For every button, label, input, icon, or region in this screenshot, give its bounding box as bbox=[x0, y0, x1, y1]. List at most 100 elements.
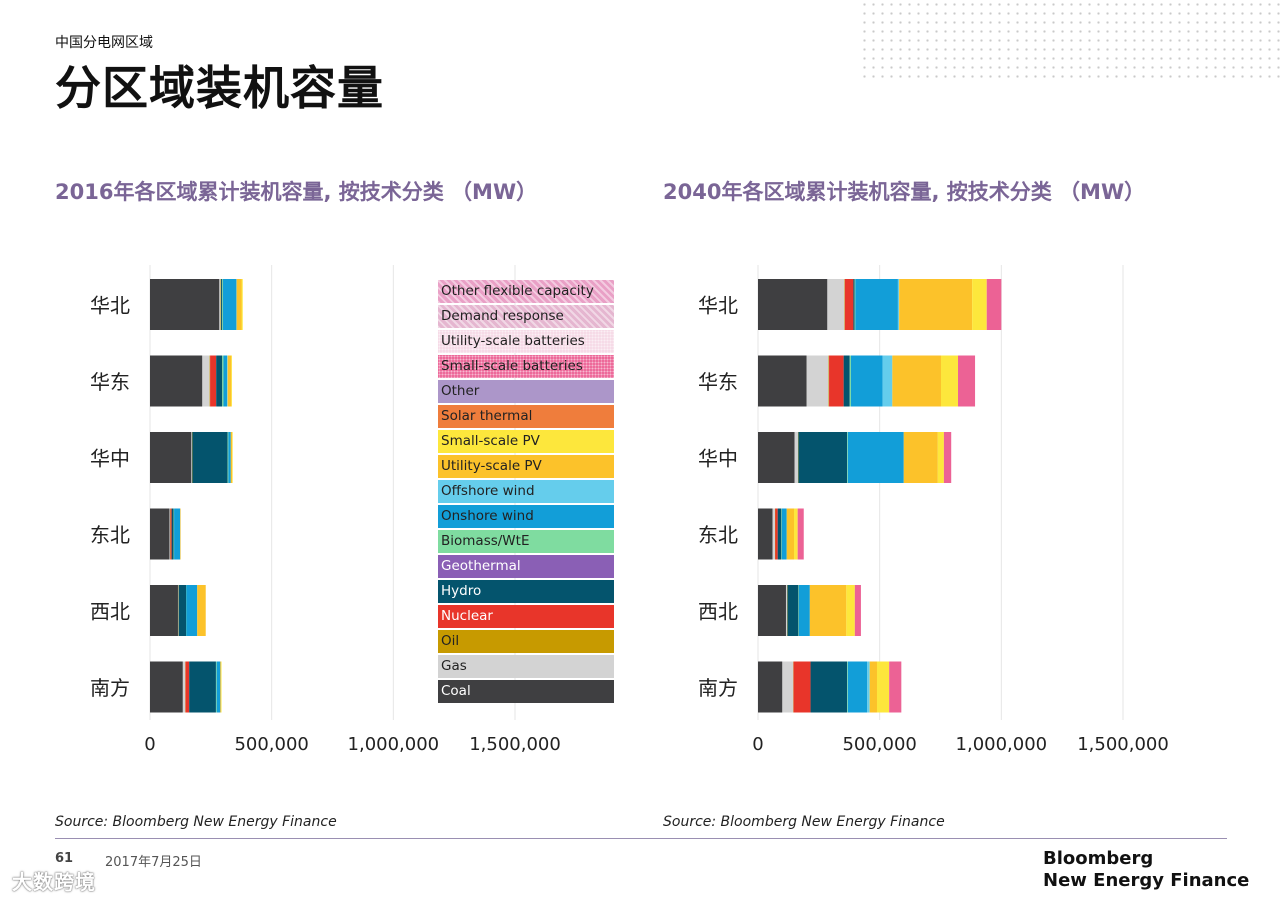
bar-segment bbox=[227, 355, 228, 407]
bar-segment bbox=[223, 279, 237, 330]
bar-segment bbox=[772, 508, 776, 560]
bar-segment bbox=[847, 432, 848, 483]
bar-segment bbox=[781, 508, 782, 560]
bar-segment bbox=[209, 355, 211, 407]
bar-segment bbox=[169, 508, 171, 560]
bar-segment bbox=[794, 432, 799, 483]
x-tick-label: 1,000,000 bbox=[956, 734, 1048, 755]
dot-pattern-decoration bbox=[860, 0, 1280, 80]
bar-segment bbox=[847, 661, 848, 713]
bar-segment bbox=[173, 508, 175, 560]
legend-item: Utility-scale PV bbox=[438, 455, 614, 478]
bar-segment bbox=[232, 432, 233, 483]
bar-segment bbox=[220, 279, 222, 330]
bar-segment bbox=[853, 279, 855, 330]
category-label: 华东 bbox=[90, 370, 130, 394]
bar-segment bbox=[150, 508, 170, 560]
category-label: 华中 bbox=[698, 447, 738, 471]
x-tick-label: 1,000,000 bbox=[348, 734, 440, 755]
bar-segment bbox=[849, 355, 851, 407]
legend-item: Offshore wind bbox=[438, 480, 614, 503]
bar-segment bbox=[222, 355, 224, 407]
legend: Other flexible capacity Demand response Ut… bbox=[438, 280, 614, 705]
bar-segment bbox=[827, 279, 845, 330]
bar-segment bbox=[844, 279, 845, 330]
bar-segment bbox=[216, 355, 223, 407]
bar-segment bbox=[171, 508, 174, 560]
bar-segment bbox=[903, 432, 938, 483]
source-note-right: Source: Bloomberg New Energy Finance bbox=[663, 814, 945, 830]
bar-segment bbox=[221, 661, 222, 713]
chart-title-2016: 2016年各区域累计装机容量, 按技术分类 （MW） bbox=[55, 180, 538, 204]
brand-line1: Bloomberg bbox=[1043, 848, 1154, 869]
bar-segment bbox=[798, 585, 810, 636]
bar-segment bbox=[182, 661, 186, 713]
bar-segment bbox=[150, 355, 203, 407]
bar-segment bbox=[220, 661, 222, 713]
x-tick-label: 1,500,000 bbox=[1077, 734, 1169, 755]
bar-segment bbox=[781, 508, 787, 560]
bar-segment bbox=[210, 355, 217, 407]
source-note-left: Source: Bloomberg New Energy Finance bbox=[55, 814, 337, 830]
bar-segment bbox=[869, 661, 877, 713]
bar-segment bbox=[231, 355, 233, 407]
bar-segment bbox=[794, 508, 798, 560]
legend-item: Coal bbox=[438, 680, 614, 703]
page-title: 分区域装机容量 bbox=[55, 61, 384, 115]
legend-item: Hydro bbox=[438, 580, 614, 603]
x-tick-label: 500,000 bbox=[234, 734, 308, 755]
legend-item: Other bbox=[438, 380, 614, 403]
x-tick-label: 1,500,000 bbox=[469, 734, 561, 755]
legend-item: Onshore wind bbox=[438, 505, 614, 528]
bar-segment bbox=[758, 661, 783, 713]
bar-segment bbox=[828, 355, 830, 407]
bar-segment bbox=[786, 508, 795, 560]
bar-segment bbox=[892, 355, 941, 407]
bar-segment bbox=[170, 508, 172, 560]
section-kicker: 中国分电网区域 bbox=[55, 35, 153, 51]
legend-item: Geothermal bbox=[438, 555, 614, 578]
category-label: 东北 bbox=[90, 523, 130, 547]
bar-segment bbox=[180, 508, 181, 560]
legend-item: Small-scale batteries bbox=[438, 355, 614, 378]
bar-segment bbox=[797, 508, 804, 560]
bar-segment bbox=[150, 661, 183, 713]
category-label: 南方 bbox=[698, 676, 738, 700]
bar-segment bbox=[855, 279, 898, 330]
legend-item: Utility-scale batteries bbox=[438, 330, 614, 353]
brand-line2: New Energy Finance bbox=[1043, 870, 1250, 891]
legend-item: Small-scale PV bbox=[438, 430, 614, 453]
bar-segment bbox=[844, 279, 854, 330]
bar-segment bbox=[775, 508, 778, 560]
page-number: 61 bbox=[55, 851, 74, 866]
x-tick-label: 0 bbox=[144, 734, 155, 755]
x-tick-label: 500,000 bbox=[842, 734, 916, 755]
category-label: 华东 bbox=[698, 370, 738, 394]
bar-segment bbox=[882, 355, 893, 407]
watermark: 大数跨境 bbox=[12, 870, 96, 894]
legend-item: Demand response bbox=[438, 305, 614, 328]
bar-segment bbox=[782, 661, 794, 713]
bar-segment bbox=[758, 508, 773, 560]
bar-segment bbox=[847, 661, 868, 713]
bar-segment bbox=[777, 508, 782, 560]
category-label: 华北 bbox=[90, 294, 130, 318]
bar-segment bbox=[889, 661, 902, 713]
legend-item: Nuclear bbox=[438, 605, 614, 628]
bar-segment bbox=[810, 661, 848, 713]
bar-segment bbox=[189, 661, 216, 713]
bar-segment bbox=[150, 585, 178, 636]
legend-item: Oil bbox=[438, 630, 614, 653]
footer-date: 2017年7月25日 bbox=[105, 855, 202, 870]
bar-segment bbox=[185, 661, 190, 713]
bar-segment bbox=[943, 432, 952, 483]
category-label: 南方 bbox=[90, 676, 130, 700]
bar-segment bbox=[846, 585, 855, 636]
bar-segment bbox=[191, 432, 193, 483]
bar-segment bbox=[940, 355, 959, 407]
bar-segment bbox=[241, 279, 243, 330]
bar-segment bbox=[867, 661, 870, 713]
bar-segment bbox=[854, 585, 861, 636]
